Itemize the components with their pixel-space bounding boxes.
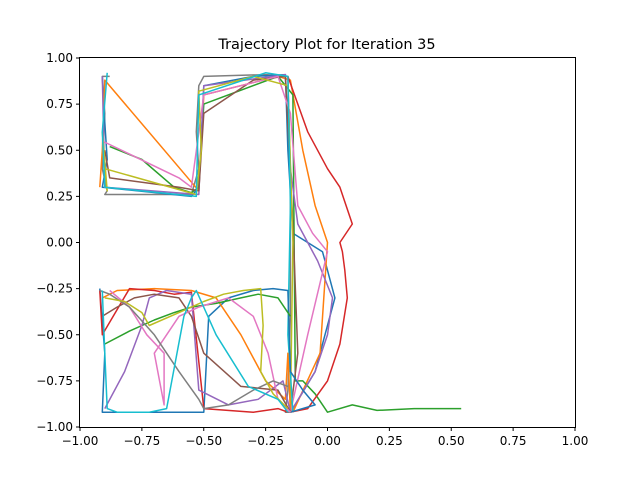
- trajectory-line-9: [101, 75, 294, 413]
- x-tick-label: 1.00: [562, 434, 589, 448]
- y-tick-label: −0.50: [36, 328, 73, 342]
- y-tick-label: −0.25: [36, 282, 73, 296]
- x-tick-label: 0.25: [376, 434, 403, 448]
- x-tick-label: −0.75: [123, 434, 160, 448]
- y-tick-label: 0.75: [46, 97, 73, 111]
- trajectory-line-19: [104, 287, 289, 410]
- y-tick-label: 0.00: [46, 236, 73, 250]
- y-tick-label: −0.75: [36, 374, 73, 388]
- y-tick-label: 0.25: [46, 189, 73, 203]
- trajectory-line-7: [104, 75, 299, 413]
- x-tick-label: −0.50: [185, 434, 222, 448]
- x-tick-label: 0.50: [438, 434, 465, 448]
- trajectory-line-15: [104, 289, 292, 413]
- trajectory-line-3: [99, 75, 329, 413]
- y-tick-label: 1.00: [46, 51, 73, 65]
- x-tick-label: −0.25: [247, 434, 284, 448]
- trajectory-line-18: [99, 289, 289, 410]
- plot-frame: [79, 57, 576, 428]
- tick-layer: −1.00 −0.75 −0.50 −0.25 0.00 0.25 0.50 0.75 1.00…: [36, 51, 588, 448]
- y-tick-label: −1.00: [36, 420, 73, 434]
- x-tick-label: −1.00: [62, 434, 99, 448]
- series-layer: [99, 72, 462, 413]
- x-tick-label: 0.00: [314, 434, 341, 448]
- y-tick-label: 0.50: [46, 143, 73, 157]
- trajectory-line-10: [101, 72, 294, 413]
- trajectory-line-20: [101, 289, 289, 413]
- trajectory-line-17: [109, 289, 291, 413]
- chart-title: Trajectory Plot for Iteration 35: [217, 37, 435, 53]
- trajectory-line-11: [99, 287, 316, 413]
- trajectory-line-5: [287, 76, 354, 413]
- trajectory-line-6: [101, 73, 334, 413]
- x-tick-label: 0.75: [500, 434, 527, 448]
- trajectory-line-8: [101, 75, 329, 413]
